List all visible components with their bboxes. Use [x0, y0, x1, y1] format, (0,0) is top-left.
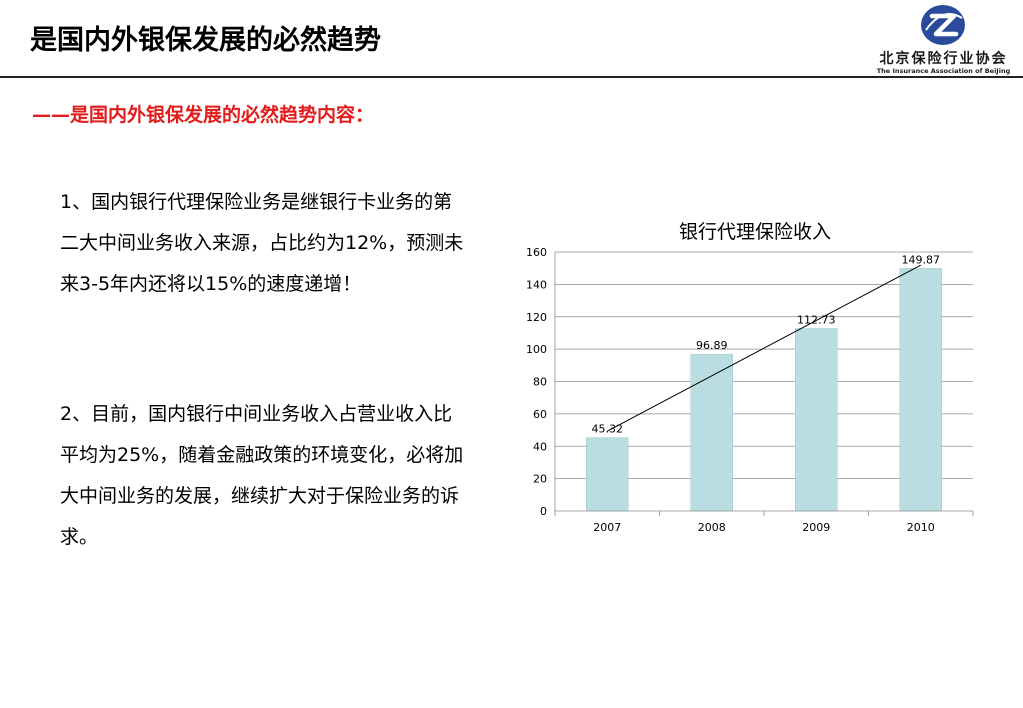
slide-subtitle: ——是国内外银保发展的必然趋势内容： [32, 104, 375, 126]
paragraph-1: 1、国内银行代理保险业务是继银行卡业务的第二大中间业务收入来源，占比约为12%，… [60, 191, 464, 295]
x-tick-label: 2007 [593, 521, 621, 534]
y-tick-label: 20 [533, 473, 547, 486]
bar-2007 [586, 437, 629, 512]
paragraph-2: 2、目前，国内银行中间业务收入占营业收入比平均为25%，随着金融政策的环境变化，… [60, 403, 464, 548]
data-label: 96.89 [696, 339, 728, 352]
y-tick-label: 120 [526, 311, 547, 324]
x-tick-label: 2009 [802, 521, 830, 534]
x-tick-label: 2010 [907, 521, 935, 534]
data-label: 149.87 [902, 253, 941, 266]
revenue-bar-chart: 银行代理保险收入 0 20 40 60 80 100 120 140 160 45.32 2007… [526, 221, 974, 534]
y-tick-label: 100 [526, 343, 547, 356]
trend-line [607, 264, 921, 432]
y-tick-label: 40 [533, 440, 547, 453]
bar-2009 [795, 328, 838, 512]
logo-name-en: The Insurance Association of BeiJing [876, 67, 1011, 75]
header-divider [0, 76, 1023, 78]
y-tick-label: 60 [533, 408, 547, 421]
logo-name-cn: 北京保险行业协会 [879, 51, 1008, 67]
chart-title: 银行代理保险收入 [679, 221, 831, 243]
z-swirl-logo-icon [921, 5, 965, 45]
x-tick-label: 2008 [698, 521, 726, 534]
bar-2008 [690, 353, 733, 512]
slide-title: 是国内外银保发展的必然趋势 [30, 25, 381, 56]
y-tick-label: 0 [540, 505, 547, 518]
data-label: 45.32 [592, 423, 624, 436]
y-tick-label: 140 [526, 278, 547, 291]
association-logo: 北京保险行业协会 The Insurance Association of Be… [866, 4, 1021, 78]
y-tick-label: 80 [533, 376, 547, 389]
bar-2010 [899, 268, 942, 512]
y-tick-label: 160 [526, 246, 547, 259]
